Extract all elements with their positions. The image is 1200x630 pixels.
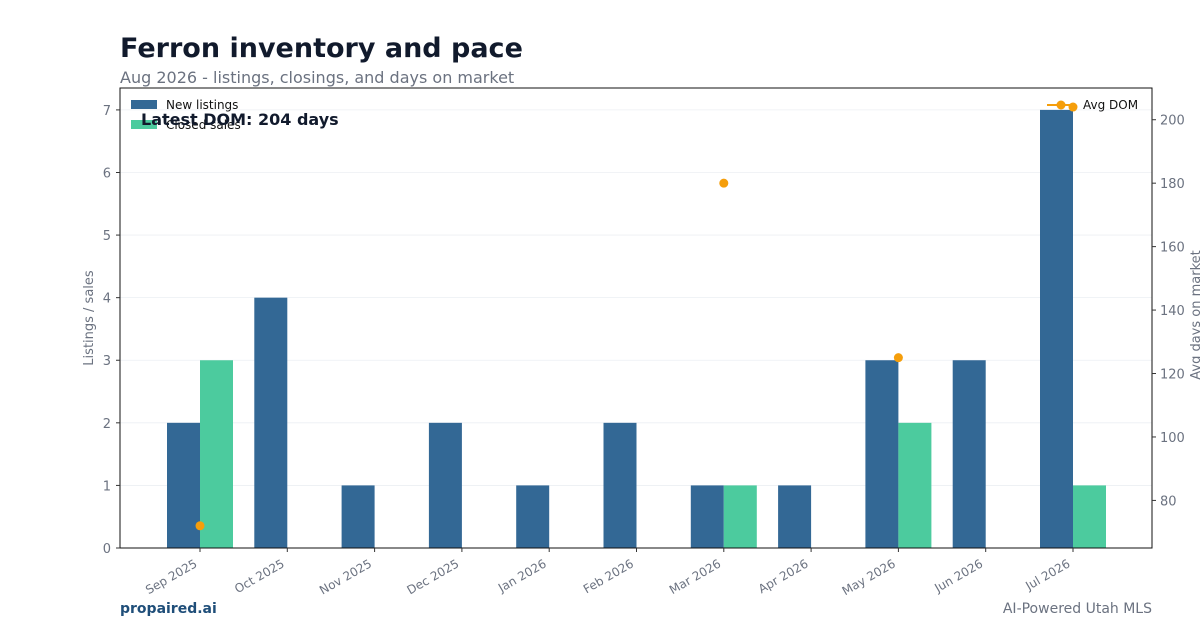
y2-tick-label: 120 (1160, 368, 1185, 383)
bar-new-listings (1040, 109, 1073, 549)
footer-brand[interactable]: propaired.ai (120, 601, 217, 617)
y2-tick-label: 140 (1160, 304, 1185, 319)
x-tick-label: Apr 2026 (756, 556, 811, 596)
y-tick-label: 6 (103, 166, 111, 181)
avg-dom-point (1068, 102, 1078, 112)
x-tick-label: May 2026 (840, 556, 898, 598)
y2-tick-label: 200 (1160, 114, 1185, 129)
y2-tick-label: 180 (1160, 177, 1185, 192)
chart-subtitle: Aug 2026 - listings, closings, and days … (120, 68, 515, 87)
x-tick-label: Oct 2025 (232, 556, 287, 596)
bar-new-listings (428, 422, 462, 548)
bar-new-listings (167, 422, 200, 548)
bar-new-listings (690, 485, 724, 548)
y-tick-label: 1 (103, 479, 111, 494)
bar-new-listings (341, 485, 375, 548)
bar-closed-sales (723, 485, 757, 548)
y2-axis-label: Avg days on market (1189, 250, 1200, 380)
latest-dom-annotation: Latest DOM: 204 days (141, 110, 339, 129)
avg-dom-point (893, 353, 903, 363)
bar-closed-sales (898, 422, 932, 548)
bar-new-listings (952, 360, 986, 548)
bar-new-listings (865, 360, 899, 548)
legend-swatch-closed-sales (131, 120, 157, 129)
x-tick-label: Jul 2026 (1022, 556, 1072, 593)
y-tick-label: 5 (103, 229, 111, 244)
chart-title: Ferron inventory and pace (120, 33, 523, 64)
y-tick-label: 2 (103, 417, 111, 432)
y-tick-label: 0 (103, 542, 111, 557)
y-tick-label: 4 (103, 292, 111, 307)
legend-label-new-listings: New listings (166, 98, 238, 112)
y2-tick-label: 160 (1160, 241, 1185, 256)
y-tick-label: 7 (103, 104, 111, 119)
avg-dom-point (195, 521, 205, 531)
legend-label-avg-dom: Avg DOM (1083, 98, 1138, 112)
avg-dom-point (719, 178, 729, 188)
y2-tick-label: 100 (1160, 431, 1185, 446)
x-tick-label: Dec 2025 (405, 556, 462, 597)
y-tick-label: 3 (103, 354, 111, 369)
x-tick-label: Sep 2025 (143, 556, 199, 597)
legend-swatch-new-listings (131, 100, 157, 109)
legend-label-closed-sales: Closed sales (166, 118, 241, 132)
x-tick-label: Feb 2026 (581, 556, 636, 596)
x-tick-label: Jun 2026 (931, 556, 985, 595)
bar-new-listings (778, 485, 812, 548)
bar-new-listings (516, 485, 550, 548)
bar-new-listings (254, 297, 288, 548)
bar-closed-sales (200, 360, 233, 548)
legend-marker-avg-dom (1056, 100, 1066, 110)
x-tick-label: Jan 2026 (495, 556, 549, 595)
y-axis-label: Listings / sales (82, 270, 97, 366)
bar-new-listings (603, 422, 637, 548)
footer-tagline: AI-Powered Utah MLS (1002, 601, 1152, 617)
x-tick-label: Mar 2026 (667, 556, 723, 597)
x-tick-label: Nov 2025 (317, 556, 374, 597)
bar-closed-sales (1073, 485, 1106, 548)
y2-tick-label: 80 (1160, 494, 1177, 509)
